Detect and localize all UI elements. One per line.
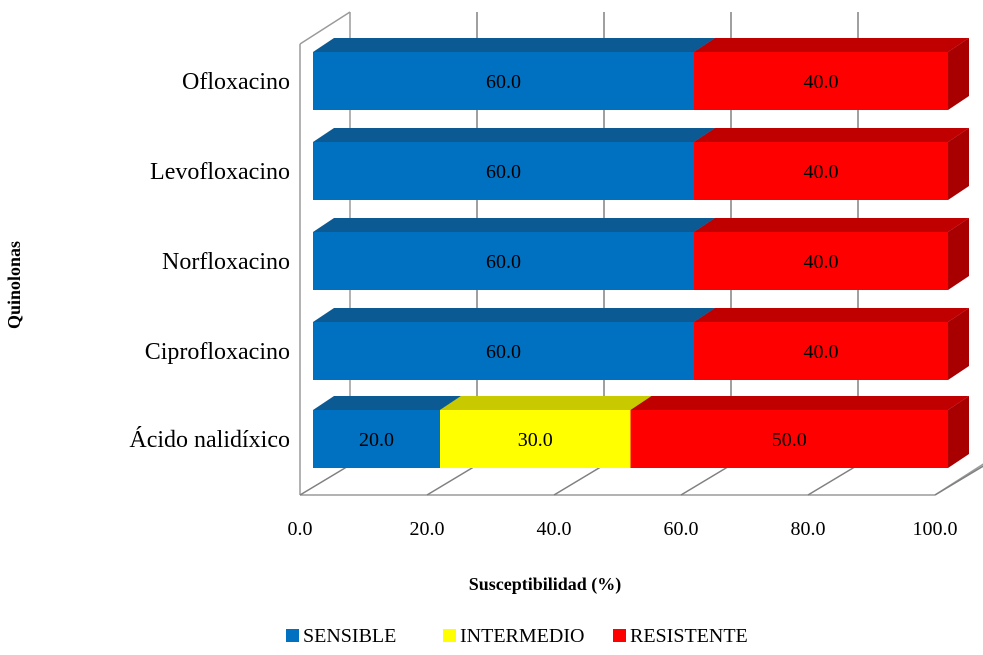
legend-swatch-intermedio (443, 629, 456, 642)
data-label-intermedio-acido-nalidixico: 30.0 (518, 429, 553, 451)
bar-resistente-acido-nalidixico-top (630, 396, 969, 410)
y-axis-title: Quinolonas (4, 241, 24, 329)
data-labels: 60.0 40.0 60.0 40.0 60.0 40.0 60.0 40.0 20.0 30.0… (359, 71, 839, 451)
bar-resistente-acido-nalidixico-side (948, 396, 969, 468)
legend-label-sensible: SENSIBLE (303, 625, 396, 647)
legend-swatch-resistente (613, 629, 626, 642)
x-tick-label-0: 0.0 (288, 518, 313, 540)
data-label-sensible-levofloxacino: 60.0 (486, 161, 521, 183)
bar-intermedio-acido-nalidixico (440, 410, 631, 468)
bar-sensible-acido-nalidixico (313, 410, 440, 468)
data-label-resistente-acido-nalidixico: 50.0 (772, 429, 807, 451)
legend-label-resistente: RESISTENTE (630, 625, 748, 647)
category-label-levofloxacino: Levofloxacino (150, 159, 290, 185)
bar-resistente-ciprofloxacino-top (694, 308, 969, 322)
category-label-ofloxacino: Ofloxacino (182, 69, 290, 95)
floor-gridline-1 (426, 464, 478, 496)
left-wall-top-edge (299, 11, 351, 45)
bar-sensible-ofloxacino-top (313, 38, 715, 52)
data-label-sensible-norfloxacino: 60.0 (486, 251, 521, 273)
bar-resistente-acido-nalidixico (630, 410, 948, 468)
x-tick-labels: 0.0 20.0 40.0 60.0 80.0 100.0 (288, 518, 958, 540)
bar-sensible-norfloxacino-top (313, 218, 715, 232)
bar-resistente-ofloxacino-top (694, 38, 969, 52)
bar-resistente-ofloxacino-side (948, 38, 969, 110)
bar-resistente-ciprofloxacino (694, 322, 948, 380)
x-tick-label-2: 40.0 (537, 518, 572, 540)
bar-resistente-norfloxacino (694, 232, 948, 290)
bar-sensible-ofloxacino (313, 52, 694, 110)
legend-swatch-sensible (286, 629, 299, 642)
bar-sensible-ciprofloxacino (313, 322, 694, 380)
floor-gridline-3 (680, 464, 732, 496)
bar-sensible-norfloxacino (313, 232, 694, 290)
bar-resistente-levofloxacino-side (948, 128, 969, 200)
x-axis-title: Susceptibilidad (%) (469, 574, 622, 595)
category-label-acido-nalidixico: Ácido nalidíxico (129, 427, 290, 453)
floor-gridline-5 (934, 465, 983, 496)
bar-resistente-levofloxacino-top (694, 128, 969, 142)
data-label-resistente-levofloxacino: 40.0 (804, 161, 839, 183)
floor-gridline-4 (807, 464, 859, 496)
bar-sensible-levofloxacino (313, 142, 694, 200)
legend-label-intermedio: INTERMEDIO (460, 625, 584, 647)
bars (313, 38, 969, 468)
floor-gridline-0 (299, 464, 351, 496)
data-label-sensible-ofloxacino: 60.0 (486, 71, 521, 93)
bar-sensible-acido-nalidixico-top (313, 396, 461, 410)
bar-resistente-levofloxacino (694, 142, 948, 200)
bar-resistente-ofloxacino (694, 52, 948, 110)
data-label-resistente-ofloxacino: 40.0 (804, 71, 839, 93)
data-label-sensible-ciprofloxacino: 60.0 (486, 341, 521, 363)
x-tick-label-4: 80.0 (791, 518, 826, 540)
bar-resistente-ciprofloxacino-side (948, 308, 969, 380)
bar-resistente-norfloxacino-top (694, 218, 969, 232)
data-label-sensible-acido-nalidixico: 20.0 (359, 429, 394, 451)
data-label-resistente-ciprofloxacino: 40.0 (804, 341, 839, 363)
x-tick-label-1: 20.0 (410, 518, 445, 540)
bar-resistente-norfloxacino-side (948, 218, 969, 290)
x-tick-label-3: 60.0 (664, 518, 699, 540)
bar-intermedio-acido-nalidixico-top (440, 396, 652, 410)
data-label-resistente-norfloxacino: 40.0 (804, 251, 839, 273)
legend: SENSIBLE INTERMEDIO RESISTENTE (286, 625, 748, 647)
x-tick-label-5: 100.0 (913, 518, 958, 540)
bar-sensible-ciprofloxacino-top (313, 308, 715, 322)
floor-gridline-2 (553, 464, 605, 496)
bar-sensible-levofloxacino-top (313, 128, 715, 142)
category-label-norfloxacino: Norfloxacino (162, 249, 290, 275)
category-label-ciprofloxacino: Ciprofloxacino (145, 339, 290, 365)
category-labels: Ofloxacino Levofloxacino Norfloxacino Cipro… (129, 69, 290, 453)
